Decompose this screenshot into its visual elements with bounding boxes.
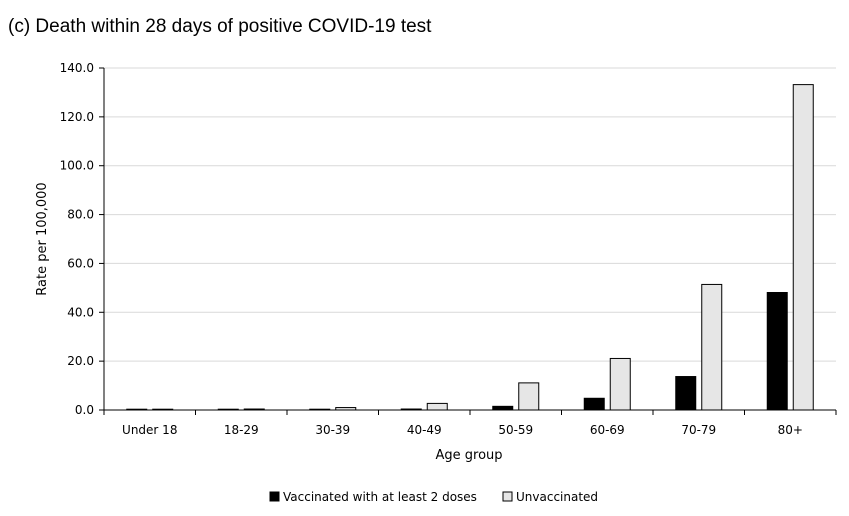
legend-label-vaccinated: Vaccinated with at least 2 doses bbox=[283, 490, 477, 504]
legend: Vaccinated with at least 2 doses Unvaccin… bbox=[269, 490, 598, 504]
x-tick-label: 30-39 bbox=[315, 423, 350, 437]
y-tick-label: 60.0 bbox=[67, 256, 94, 270]
bar-vaccinated bbox=[492, 405, 514, 411]
bar-unvaccinated bbox=[426, 402, 448, 411]
y-tick-label: 40.0 bbox=[67, 305, 94, 319]
legend-swatch-unvaccinated bbox=[502, 491, 513, 502]
axes bbox=[99, 67, 837, 415]
y-tick-label: 80.0 bbox=[67, 208, 94, 222]
gridlines bbox=[104, 67, 836, 362]
bar-unvaccinated bbox=[518, 382, 540, 411]
tick-labels: 0.0 20.0 40.0 60.0 80.0 100.0 120.0 140.0 Under … bbox=[60, 61, 803, 437]
y-tick-label: 20.0 bbox=[67, 354, 94, 368]
x-axis-title: Age group bbox=[435, 448, 502, 463]
y-tick-label: 0.0 bbox=[75, 403, 94, 417]
bar-vaccinated bbox=[766, 291, 788, 411]
y-axis-title: Rate per 100,000 bbox=[35, 182, 50, 295]
x-tick-label: Under 18 bbox=[122, 423, 177, 437]
x-tick-label: 18-29 bbox=[224, 423, 259, 437]
x-tick-label: 60-69 bbox=[590, 423, 625, 437]
bar-unvaccinated bbox=[701, 283, 723, 411]
x-tick-label: 40-49 bbox=[407, 423, 442, 437]
x-tick-label: 80+ bbox=[778, 423, 803, 437]
legend-swatch-vaccinated bbox=[269, 491, 280, 502]
bar-unvaccinated bbox=[792, 84, 814, 411]
y-tick-label: 100.0 bbox=[60, 159, 94, 173]
legend-label-unvaccinated: Unvaccinated bbox=[516, 490, 598, 504]
y-tick-label: 120.0 bbox=[60, 110, 94, 124]
bar-unvaccinated bbox=[609, 357, 631, 411]
y-tick-label: 140.0 bbox=[60, 61, 94, 75]
x-tick-label: 70-79 bbox=[681, 423, 716, 437]
chart-title: (c) Death within 28 days of positive COV… bbox=[8, 16, 432, 37]
x-tick-label: 50-59 bbox=[498, 423, 533, 437]
bar-vaccinated bbox=[583, 397, 605, 411]
bar-vaccinated bbox=[675, 376, 697, 411]
